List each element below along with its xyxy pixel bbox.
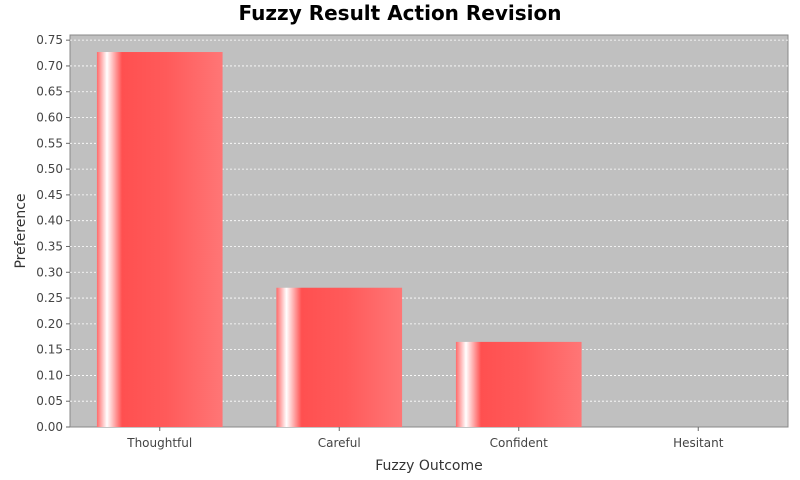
y-tick-label: 0.65	[36, 85, 63, 99]
y-tick-label: 0.15	[36, 343, 63, 357]
bars	[96, 52, 582, 427]
x-tick-label: Careful	[318, 436, 361, 450]
y-tick-label: 0.10	[36, 368, 63, 382]
x-tick-label: Hesitant	[673, 436, 724, 450]
x-tick-label: Confident	[490, 436, 548, 450]
y-tick-label: 0.00	[36, 420, 63, 434]
bar-careful	[276, 287, 403, 427]
y-axis: 0.00 0.05 0.10 0.15 0.20 0.25 0.30 0.35 0.40 0.45…	[36, 33, 70, 434]
bar-thoughtful	[96, 52, 223, 427]
y-tick-label: 0.45	[36, 188, 63, 202]
y-tick-label: 0.55	[36, 136, 63, 150]
y-tick-label: 0.75	[36, 33, 63, 47]
y-tick-label: 0.20	[36, 317, 63, 331]
y-tick-label: 0.30	[36, 265, 63, 279]
y-tick-label: 0.35	[36, 239, 63, 253]
x-tick-label: Thoughtful	[126, 436, 192, 450]
x-axis-label: Fuzzy Outcome	[375, 458, 483, 474]
x-axis: Thoughtful Careful Confident Hesitant	[126, 427, 724, 450]
chart-title: Fuzzy Result Action Revision	[239, 1, 562, 25]
y-tick-label: 0.60	[36, 111, 63, 125]
y-tick-label: 0.50	[36, 162, 63, 176]
bar-confident	[455, 341, 582, 427]
y-tick-label: 0.05	[36, 394, 63, 408]
y-tick-label: 0.25	[36, 291, 63, 305]
y-axis-label: Preference	[13, 193, 29, 268]
y-tick-label: 0.40	[36, 214, 63, 228]
y-tick-label: 0.70	[36, 59, 63, 73]
